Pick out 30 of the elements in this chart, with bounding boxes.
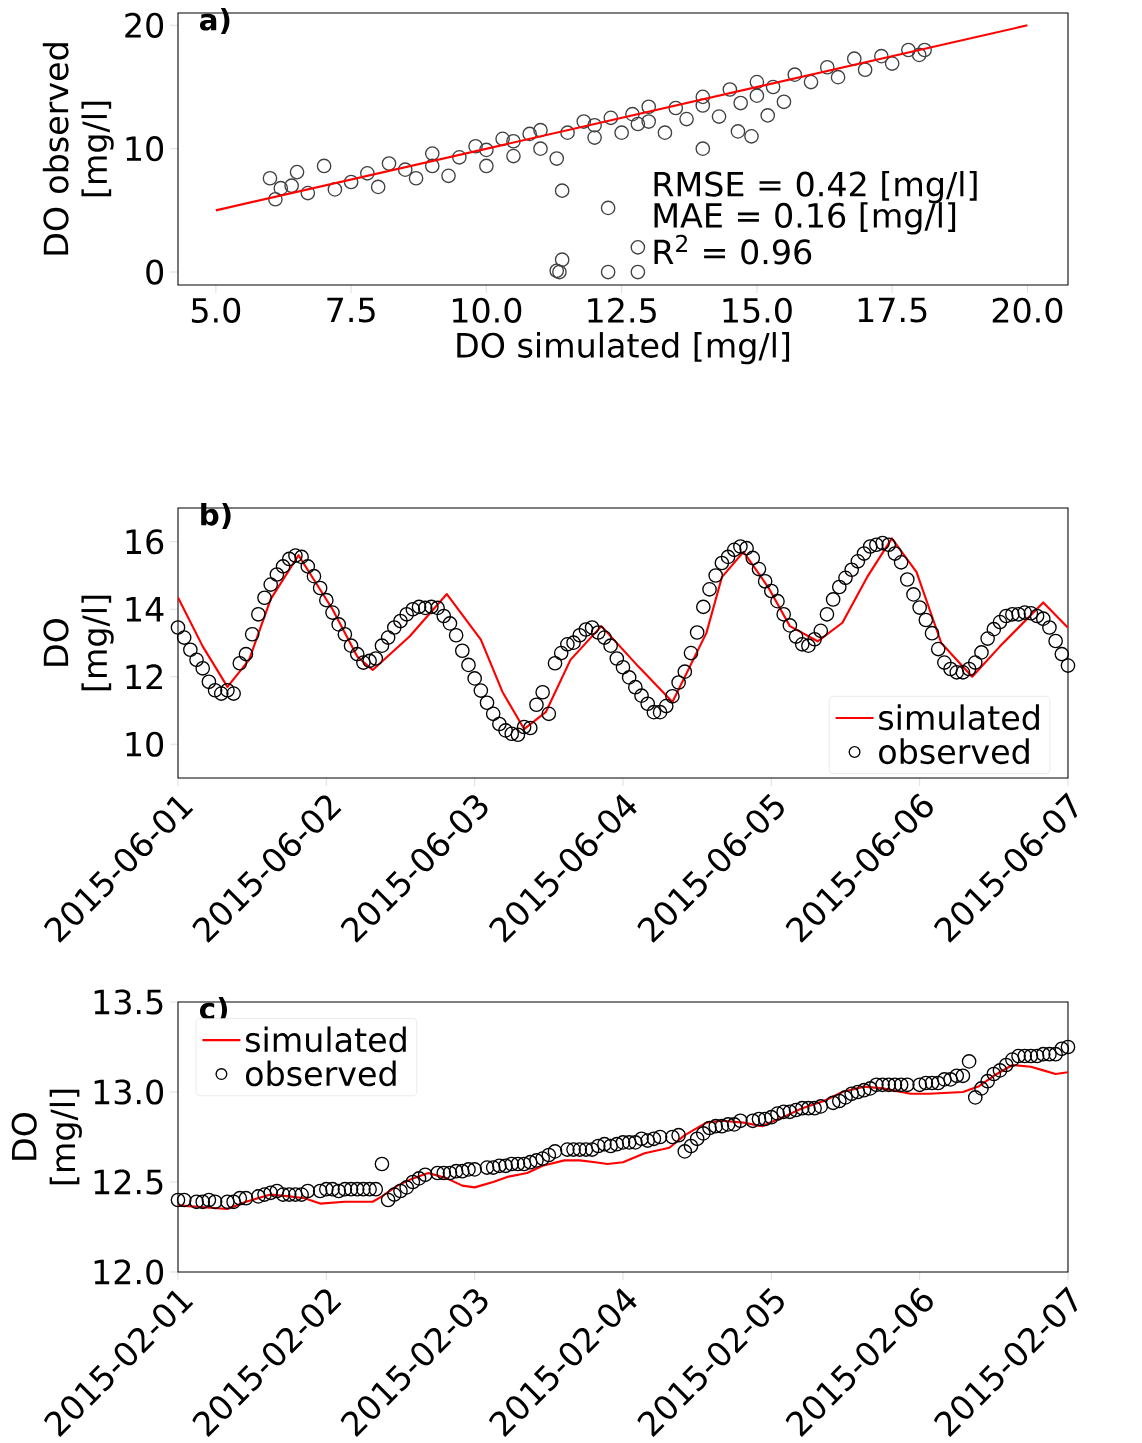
y-tick-label: 0 (146, 259, 164, 285)
chart-title: b) (201, 502, 231, 530)
x-tick-label: 12.5 (588, 297, 656, 323)
y-tick-label: 10 (126, 136, 164, 162)
legend-label: observed (879, 738, 1029, 765)
x-tick-label: 17.5 (858, 297, 927, 323)
y-axis-title: DO [mg/l] (43, 595, 114, 691)
y-axis-title: DO [mg/l] (11, 1089, 82, 1185)
y-tick-label: 20 (125, 12, 164, 38)
x-tick-label: 5.0 (191, 297, 241, 323)
legend-label: simulated (879, 704, 1039, 731)
y-tick-label: 12.5 (94, 1169, 163, 1195)
x-tick-label: 15.0 (723, 297, 792, 323)
legend-label: simulated (245, 1026, 406, 1053)
y-tick-label: 14 (126, 597, 164, 622)
y-tick-label: 13.0 (94, 1079, 164, 1105)
y-tick-label: 12 (126, 664, 162, 690)
y-tick-label: 12.0 (94, 1259, 164, 1285)
y-tick-label: 13.5 (94, 989, 163, 1015)
x-tick-label: 7.5 (327, 297, 375, 323)
x-tick-label: 10.0 (452, 297, 522, 323)
chart-title: a) (199, 7, 230, 35)
y-tick-label: 16 (126, 529, 164, 555)
annotation: R$^{2}$ = 0.96 (654, 234, 812, 265)
x-tick-label: 20.0 (992, 297, 1063, 323)
annotation: MAE = 0.16 [mg/l] (654, 202, 956, 235)
legend-label: observed (245, 1060, 396, 1087)
x-axis-title: DO simulated [mg/l] (457, 332, 790, 365)
y-tick-label: 10 (126, 731, 164, 757)
y-axis-title: DO observed [mg/l] (42, 43, 114, 255)
